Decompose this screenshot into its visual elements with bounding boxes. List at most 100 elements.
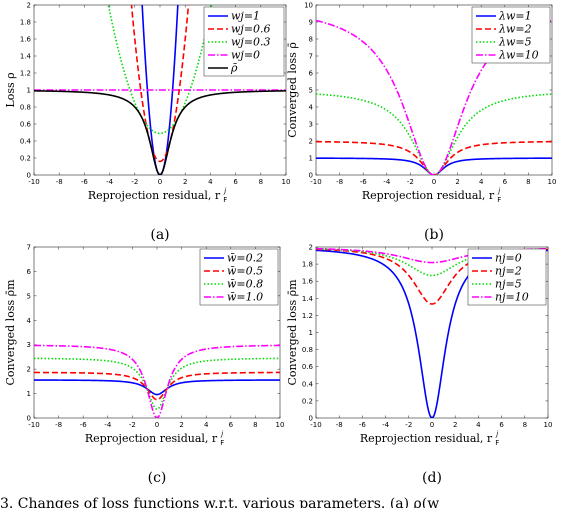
x-tick-label: 6 <box>503 178 508 186</box>
series-line <box>34 90 286 175</box>
x-axis-label-sup: j <box>223 187 226 195</box>
x-axis-label: Reprojection residual, r <box>88 189 221 202</box>
y-tick-label: 0 <box>309 415 313 423</box>
y-axis-label: Loss ρ <box>4 72 17 107</box>
x-tick-label: 10 <box>276 421 285 429</box>
x-tick-label: 6 <box>233 178 238 186</box>
x-tick-label: -4 <box>382 421 390 429</box>
x-tick-label: -6 <box>359 421 367 429</box>
series-line <box>34 379 280 396</box>
y-axis-label: Converged loss ρ̄ <box>286 42 299 138</box>
y-tick-label: 1.4 <box>302 295 314 303</box>
chart-panel-3: -10 -8 -6 -4 -2 0 2 4 6 8 1001234567w̄=0.2w̄=0.5w̄… <box>4 244 284 487</box>
y-tick-label: 2 <box>27 2 31 10</box>
y-tick-label: 0.2 <box>20 155 31 163</box>
x-axis-label-sub: F <box>497 196 501 204</box>
y-tick-label: 4 <box>27 317 32 325</box>
x-tick-label: 6 <box>499 421 504 429</box>
x-tick-label: 10 <box>282 178 291 186</box>
series-line <box>34 344 280 418</box>
x-axis-label-sup: j <box>495 430 498 438</box>
y-tick-label: 6 <box>309 70 314 78</box>
legend-entry: wj=0.3 <box>231 36 271 49</box>
y-tick-label: 10 <box>304 2 313 10</box>
x-tick-label: -10 <box>28 178 39 186</box>
x-tick-label: 8 <box>259 178 263 186</box>
y-tick-label: 1 <box>309 155 313 163</box>
x-tick-label: -10 <box>310 178 321 186</box>
x-axis-label: Reprojection residual, r <box>362 189 495 202</box>
x-tick-label: -4 <box>106 178 114 186</box>
y-tick-label: 7 <box>309 53 313 61</box>
series-line <box>316 247 548 264</box>
panel-label: (c) <box>148 470 167 486</box>
x-tick-label: 10 <box>544 421 553 429</box>
x-tick-label: 4 <box>204 421 209 429</box>
legend-entry: nj=2 <box>495 265 522 278</box>
x-tick-label: -6 <box>360 178 368 186</box>
x-axis-label-sub: F <box>223 196 227 204</box>
legend-entry: nj=0 <box>495 252 522 265</box>
y-tick-label: 7 <box>27 244 31 252</box>
figure-caption: 3. Changes of loss functions w.r.t. vari… <box>0 496 439 508</box>
legend-entry: nj=10 <box>495 291 529 304</box>
y-tick-label: 0.2 <box>302 397 313 405</box>
x-tick-label: -8 <box>336 421 343 429</box>
x-tick-label: 0 <box>155 421 159 429</box>
x-axis-label: Reprojection residual, r <box>360 432 493 445</box>
y-tick-label: 0.8 <box>302 346 313 354</box>
x-tick-label: -2 <box>131 178 138 186</box>
y-tick-label: 0.8 <box>20 104 31 112</box>
legend-entry: λw=10 <box>498 49 539 62</box>
y-tick-label: 3 <box>309 121 313 129</box>
y-tick-label: 1.2 <box>20 70 31 78</box>
y-tick-label: 6 <box>27 268 32 276</box>
x-tick-label: -6 <box>81 178 89 186</box>
x-tick-label: 6 <box>229 421 234 429</box>
x-tick-label: -10 <box>310 421 321 429</box>
y-tick-label: 2 <box>309 244 313 252</box>
chart-panel-4: -10 -8 -6 -4 -2 0 2 4 6 8 10 0 0.2 0.4 0.6 0.8 1 1.2 1.4 1.… <box>286 244 552 487</box>
series-line <box>34 357 280 411</box>
series-line <box>130 5 190 163</box>
series-line <box>316 157 552 175</box>
y-tick-label: 0 <box>309 172 313 180</box>
x-tick-label: 0 <box>158 178 162 186</box>
series-line <box>34 371 280 401</box>
chart-panel-2: -10 -8 -6 -4 -2 0 2 4 6 8 10012345678910λw=1λw=2λw… <box>286 2 556 244</box>
legend-entry: λw=2 <box>498 23 532 36</box>
y-tick-label: 2 <box>309 138 313 146</box>
legend-entry: ρ̄ <box>230 62 238 75</box>
x-axis-label-sup: j <box>497 187 500 195</box>
x-tick-label: 0 <box>430 421 434 429</box>
legend-entry: wj=0.6 <box>231 23 271 36</box>
y-tick-label: 0 <box>27 415 31 423</box>
y-tick-label: 1 <box>309 329 313 337</box>
x-tick-label: -2 <box>405 421 412 429</box>
y-tick-label: 3 <box>27 341 31 349</box>
legend-entry: nj=5 <box>495 278 522 291</box>
y-tick-label: 1.6 <box>302 278 314 286</box>
x-tick-label: 2 <box>455 178 459 186</box>
y-tick-label: 5 <box>309 87 313 95</box>
x-tick-label: -6 <box>80 421 88 429</box>
y-tick-label: 0.6 <box>302 363 314 371</box>
y-tick-label: 5 <box>27 292 31 300</box>
legend-entry: w̄=0.8 <box>227 278 263 291</box>
y-tick-label: 9 <box>309 19 313 27</box>
x-tick-label: 0 <box>432 178 436 186</box>
y-tick-label: 1.4 <box>20 53 32 61</box>
y-tick-label: 2 <box>27 366 31 374</box>
x-tick-label: -2 <box>407 178 414 186</box>
x-axis-label-sup: j <box>220 430 223 438</box>
x-tick-label: 8 <box>523 421 527 429</box>
x-tick-label: -2 <box>129 421 136 429</box>
x-tick-label: 2 <box>179 421 183 429</box>
legend-entry: w̄=0.5 <box>227 265 263 278</box>
y-tick-label: 0.4 <box>20 138 32 146</box>
x-tick-label: -10 <box>28 421 39 429</box>
x-axis-label: Reprojection residual, r <box>85 432 218 445</box>
y-axis-label: Converged loss ρ̄m <box>4 279 17 386</box>
legend-entry: wj=1 <box>231 10 260 23</box>
y-tick-label: 1.8 <box>302 261 313 269</box>
